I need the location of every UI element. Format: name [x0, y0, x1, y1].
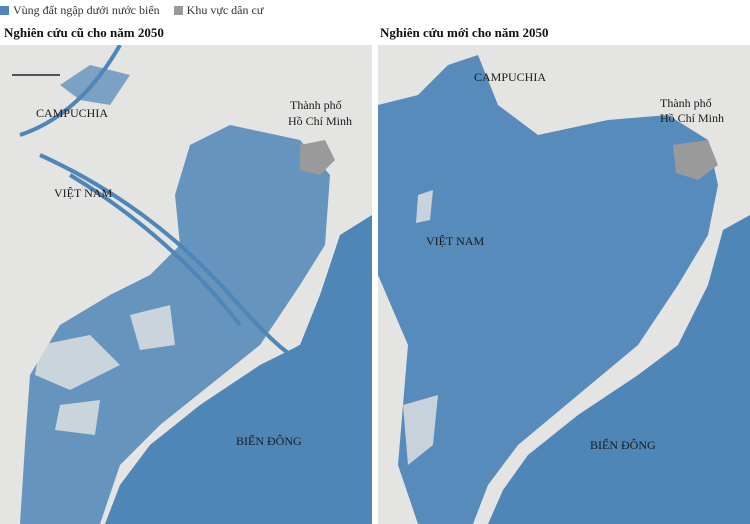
map-label: BIỂN ĐÔNG [590, 437, 656, 452]
legend: Vùng đất ngập dưới nước biển Khu vực dân… [0, 2, 263, 18]
map-label: VIỆT NAM [426, 234, 484, 248]
legend-swatch [0, 5, 9, 15]
sea [105, 215, 372, 524]
panel-title: Nghiên cứu cũ cho năm 2050 [4, 25, 164, 40]
panel-title: Nghiên cứu mới cho năm 2050 [380, 25, 549, 40]
dry-patch [403, 190, 438, 465]
legend-label: Khu vực dân cư [186, 2, 264, 17]
map-label: Hồ Chí Minh [660, 111, 724, 125]
legend-swatch [173, 5, 183, 15]
legend-item: Vùng đất ngập dưới nước biển [0, 3, 160, 18]
sea [488, 215, 750, 524]
map-label: Thành phố [290, 98, 342, 112]
urban-area [300, 140, 335, 175]
dry-patch [35, 305, 175, 435]
map-label: CAMPUCHIA [474, 70, 546, 84]
map-label: Thành phố [660, 96, 712, 110]
map-label: BIỂN ĐÔNG [236, 433, 302, 448]
legend-label: Vùng đất ngập dưới nước biển [13, 2, 160, 17]
flooded-area [378, 55, 718, 524]
flooded-area [60, 65, 130, 105]
legend-item: Khu vực dân cư [173, 2, 264, 18]
map-label: Hồ Chí Minh [288, 114, 352, 128]
urban-area [673, 140, 718, 180]
map-old: CAMPUCHIA Thành phố Hồ Chí Minh VIỆT NAM BIỂ… [0, 45, 372, 524]
map-label: CAMPUCHIA [36, 106, 108, 120]
map-label: VIỆT NAM [54, 186, 112, 200]
flooded-area [20, 125, 330, 524]
